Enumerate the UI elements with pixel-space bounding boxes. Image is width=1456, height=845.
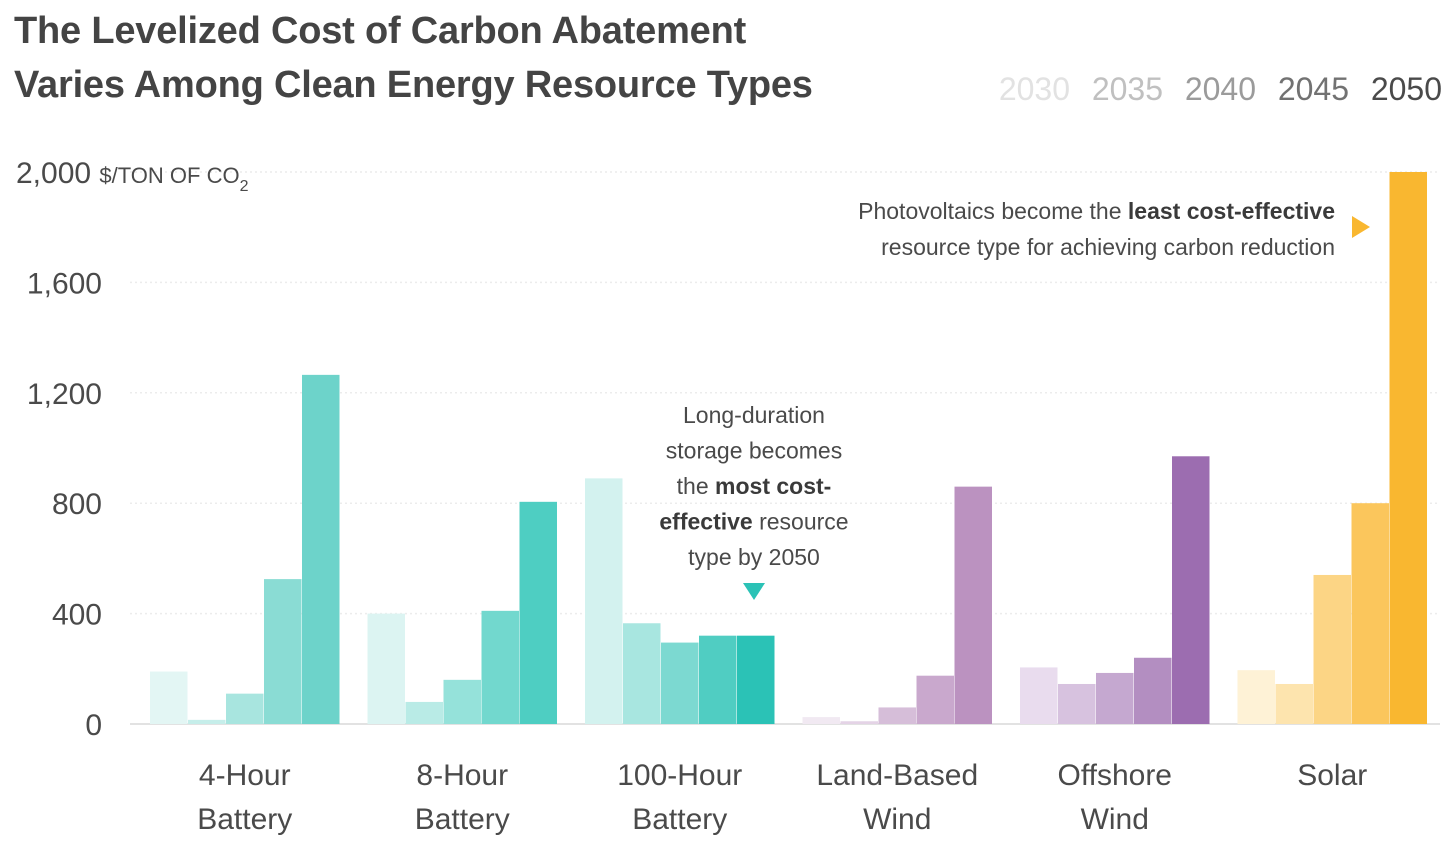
bar-4-2045 (1134, 657, 1172, 724)
bar-5-2035 (1275, 683, 1313, 724)
bar-2-2040 (661, 642, 699, 724)
bar-4-2040 (1096, 672, 1134, 724)
annotation-text: storage becomes (666, 438, 842, 464)
y-axis-ticks: 0 400 800 1,200 1,600 2,000 $/TON OF CO2 (16, 157, 249, 742)
annotation-text: resource (753, 509, 849, 535)
legend-item-2035: 2035 (1092, 71, 1163, 107)
annotations: Long-duration storage becomes the most cos… (659, 198, 1370, 600)
bar-5-2040 (1313, 574, 1351, 724)
bar-5-2045 (1351, 503, 1389, 724)
gridlines (130, 171, 1440, 725)
category-label-line2: Wind (1081, 803, 1149, 836)
bar-1-2050 (519, 501, 557, 724)
y-tick-label: 1,200 (27, 378, 102, 411)
category-label-line1: Solar (1297, 759, 1367, 792)
bar-3-2040 (878, 707, 916, 724)
category-label-line1: 100-Hour (617, 759, 742, 792)
chart-title: The Levelized Cost of Carbon Abatement V… (14, 4, 813, 112)
bar-3-2035 (840, 721, 878, 724)
bar-0-2050 (302, 374, 340, 724)
annotation-line: type by 2050 (688, 544, 820, 570)
bar-1-2040 (443, 679, 481, 724)
annotation-line: resource type for achieving carbon reduc… (881, 234, 1335, 260)
bar-1-2030 (367, 613, 405, 724)
category-label-line2: Wind (863, 803, 931, 836)
annotation-emphasis: most cost- (715, 473, 831, 499)
annotation-text: Photovoltaics become the (858, 198, 1128, 224)
bars (150, 172, 1427, 724)
chart-title-line-1: The Levelized Cost of Carbon Abatement (14, 10, 747, 52)
annotation-line: Photovoltaics become the least cost-effe… (858, 198, 1335, 224)
category-label-line2: Battery (632, 803, 727, 836)
annotation-text: type by 2050 (688, 544, 820, 570)
bar-3-2045 (916, 675, 954, 724)
category-label-line1: 8-Hour (416, 759, 508, 792)
bar-group-1 (367, 501, 557, 724)
y-tick-label: 800 (52, 488, 102, 521)
annotation-text: the (677, 473, 715, 499)
bar-2-2050 (737, 635, 775, 724)
bar-0-2040 (226, 693, 264, 724)
bar-3-2050 (954, 486, 992, 724)
bar-0-2030 (150, 671, 188, 724)
bar-1-2045 (481, 610, 519, 724)
category-label-line1: Offshore (1057, 759, 1172, 792)
bar-5-2050 (1389, 172, 1427, 724)
category-label-line1: Land-Based (816, 759, 978, 792)
category-label-line2: Battery (415, 803, 510, 836)
bar-4-2050 (1172, 456, 1210, 724)
legend-item-2040: 2040 (1185, 71, 1256, 107)
chart-title-line-2: Varies Among Clean Energy Resource Types (14, 64, 813, 106)
annotation-emphasis: effective (659, 509, 752, 535)
annotation-line: Long-duration (683, 402, 825, 428)
legend-item-2045: 2045 (1278, 71, 1349, 107)
annotation-emphasis: least cost-effective (1128, 198, 1335, 224)
legend-item-2050: 2050 (1371, 71, 1442, 107)
annotation-line: the most cost- (677, 473, 832, 499)
down-arrow-marker-icon (743, 583, 765, 600)
bar-group-0 (150, 374, 340, 724)
annotation-photovoltaics: Photovoltaics become the least cost-effe… (858, 198, 1335, 260)
annotation-line: storage becomes (666, 438, 842, 464)
bar-0-2045 (264, 579, 302, 724)
y-tick-label: 0 (85, 709, 102, 742)
annotation-line: effective resource (659, 509, 848, 535)
annotation-long-duration: Long-duration storage becomes the most cos… (659, 402, 848, 570)
annotation-text: Long-duration (683, 402, 825, 428)
bar-4-2035 (1058, 683, 1096, 724)
bar-2-2045 (699, 635, 737, 724)
bar-group-5 (1237, 172, 1427, 724)
category-label-line1: 4-Hour (199, 759, 291, 792)
bar-5-2030 (1237, 670, 1275, 724)
y-tick-value: 2,000 (16, 157, 99, 190)
y-axis-top-label: 2,000 $/TON OF CO2 (16, 157, 249, 195)
bar-2-2030 (585, 478, 623, 724)
y-tick-label: 1,600 (27, 267, 102, 300)
y-tick-label: 400 (52, 599, 102, 632)
year-legend: 2030 2035 2040 2045 2050 (999, 71, 1442, 107)
bar-group-2 (585, 478, 775, 724)
legend-item-2030: 2030 (999, 71, 1070, 107)
bar-2-2035 (623, 623, 661, 724)
y-axis-unit-subscript: 2 (240, 178, 249, 195)
category-label-line2: Battery (197, 803, 292, 836)
y-axis-unit: $/TON OF CO (99, 163, 239, 188)
right-arrow-marker-icon (1352, 216, 1370, 238)
bar-group-4 (1020, 456, 1210, 724)
bar-1-2035 (405, 701, 443, 724)
bar-3-2030 (802, 717, 840, 724)
bar-4-2030 (1020, 667, 1058, 724)
annotation-text: resource type for achieving carbon reduc… (881, 234, 1335, 260)
x-axis-categories: 4-Hour Battery 8-Hour Battery 100-Hour Batter… (197, 759, 1367, 836)
bar-group-3 (802, 486, 992, 724)
bar-0-2035 (188, 719, 226, 724)
